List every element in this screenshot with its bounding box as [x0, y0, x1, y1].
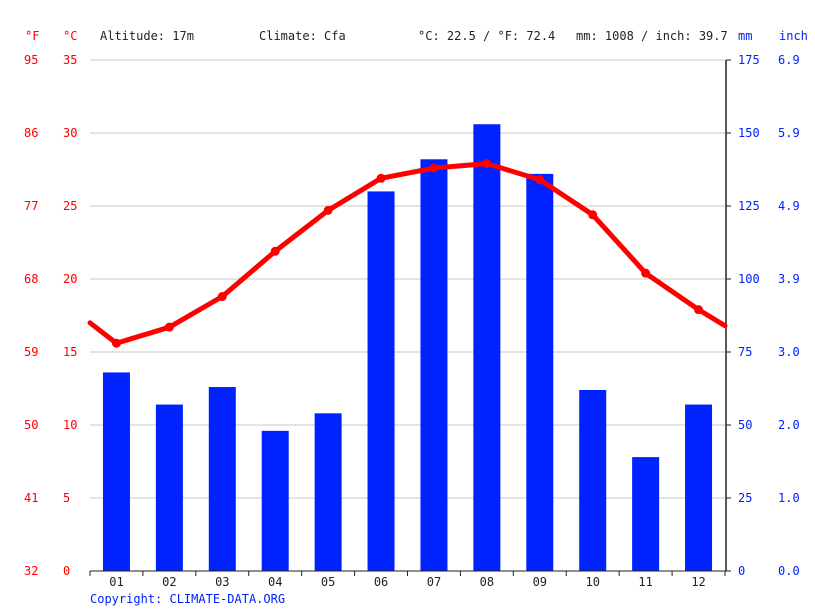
temperature-point	[323, 205, 333, 215]
y-tick-fahrenheit: 41	[24, 491, 38, 505]
fahrenheit-unit-label: °F	[25, 29, 39, 43]
precipitation-bars	[102, 124, 713, 572]
temperature-point	[376, 173, 386, 183]
y-tick-celsius: 25	[63, 199, 77, 213]
y-tick-fahrenheit: 86	[24, 126, 38, 140]
y-tick-inch: 6.9	[778, 53, 800, 67]
precipitation-bar	[473, 124, 501, 572]
y-tick-inch: 5.9	[778, 126, 800, 140]
y-tick-mm: 50	[738, 418, 752, 432]
inch-unit-label: inch	[779, 29, 808, 43]
y-tick-mm: 100	[738, 272, 760, 286]
climate-label: Climate: Cfa	[259, 29, 346, 43]
y-tick-celsius: 0	[63, 564, 70, 578]
x-tick-label: 01	[109, 575, 123, 589]
y-tick-celsius: 5	[63, 491, 70, 505]
y-tick-celsius: 10	[63, 418, 77, 432]
temperature-point	[429, 163, 439, 173]
precipitation-bar	[102, 372, 130, 571]
x-tick-label: 09	[533, 575, 547, 589]
precipitation-bar	[526, 173, 554, 571]
precipitation-bar	[155, 404, 183, 571]
altitude-label: Altitude: 17m	[100, 29, 194, 43]
x-tick-label: 12	[691, 575, 705, 589]
celsius-unit-label: °C	[63, 29, 77, 43]
y-tick-mm: 75	[738, 345, 752, 359]
y-tick-inch: 4.9	[778, 199, 800, 213]
precipitation-total-label: mm: 1008 / inch: 39.7	[576, 29, 728, 43]
y-tick-fahrenheit: 59	[24, 345, 38, 359]
x-tick-label: 05	[321, 575, 335, 589]
precipitation-bar	[579, 389, 607, 571]
y-tick-fahrenheit: 77	[24, 199, 38, 213]
temperature-line	[87, 159, 728, 348]
axes	[89, 59, 731, 576]
temperature-point	[270, 246, 280, 256]
tick-labels: 32 0 0 0.041 5 25 1.050 10 50 2.059 15 75 3.068 20 100…	[24, 53, 800, 589]
copyright-label: Copyright: CLIMATE-DATA.ORG	[90, 592, 285, 606]
precipitation-bar	[685, 404, 713, 571]
precipitation-bar	[367, 191, 395, 571]
x-tick-label: 08	[480, 575, 494, 589]
y-tick-celsius: 15	[63, 345, 77, 359]
precipitation-bar	[420, 159, 448, 571]
precipitation-bar	[632, 457, 660, 571]
temperature-point	[482, 159, 492, 169]
y-tick-inch: 3.0	[778, 345, 800, 359]
y-tick-celsius: 30	[63, 126, 77, 140]
temperature-line-path	[87, 161, 728, 346]
precipitation-bar	[208, 387, 236, 571]
y-tick-mm: 0	[738, 564, 745, 578]
y-tick-inch: 0.0	[778, 564, 800, 578]
temperature-average-label: °C: 22.5 / °F: 72.4	[418, 29, 555, 43]
precipitation-bar	[261, 430, 289, 571]
y-tick-inch: 1.0	[778, 491, 800, 505]
temperature-point	[111, 338, 121, 348]
y-tick-celsius: 20	[63, 272, 77, 286]
temperature-point	[164, 322, 174, 332]
y-tick-inch: 2.0	[778, 418, 800, 432]
x-tick-label: 02	[162, 575, 176, 589]
x-tick-label: 07	[427, 575, 441, 589]
y-tick-fahrenheit: 95	[24, 53, 38, 67]
y-tick-fahrenheit: 32	[24, 564, 38, 578]
x-tick-label: 06	[374, 575, 388, 589]
temperature-point	[694, 305, 704, 315]
temperature-point	[217, 292, 227, 302]
y-tick-fahrenheit: 50	[24, 418, 38, 432]
precipitation-bar	[314, 413, 342, 571]
y-tick-mm: 125	[738, 199, 760, 213]
x-tick-label: 03	[215, 575, 229, 589]
x-tick-label: 11	[638, 575, 652, 589]
gridlines	[90, 59, 725, 499]
x-tick-label: 04	[268, 575, 282, 589]
y-tick-fahrenheit: 68	[24, 272, 38, 286]
x-tick-label: 10	[585, 575, 599, 589]
y-tick-mm: 25	[738, 491, 752, 505]
y-tick-celsius: 35	[63, 53, 77, 67]
y-tick-mm: 150	[738, 126, 760, 140]
temperature-point	[535, 175, 545, 185]
mm-unit-label: mm	[738, 29, 752, 43]
y-tick-mm: 175	[738, 53, 760, 67]
y-tick-inch: 3.9	[778, 272, 800, 286]
temperature-point	[588, 210, 598, 220]
temperature-point	[641, 268, 651, 278]
